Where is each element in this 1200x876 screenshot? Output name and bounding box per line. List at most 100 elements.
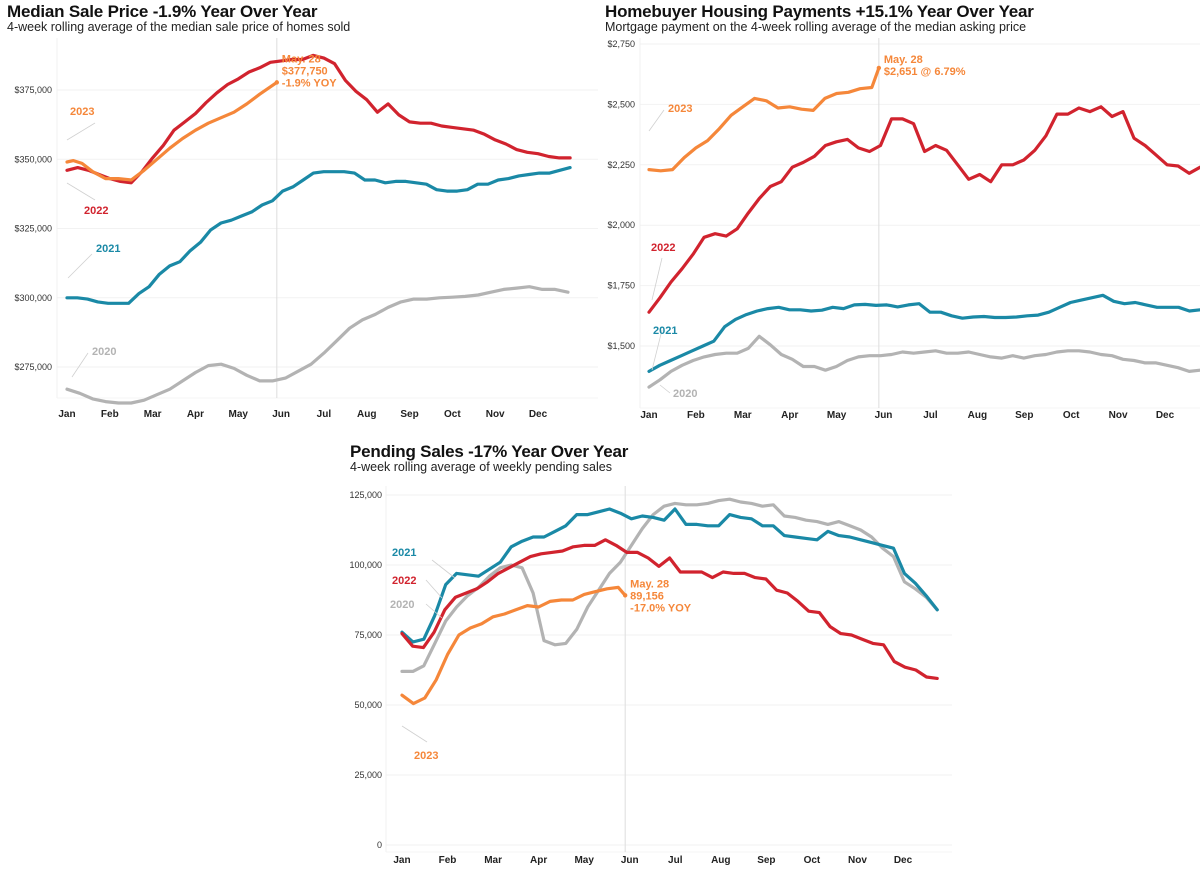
x-tick-label: May [827,410,847,421]
y-tick-label: $275,000 [14,362,52,372]
y-tick-label: $325,000 [14,224,52,234]
annotation-text: May. 28 [884,54,923,66]
series-label-2022: 2022 [84,205,108,217]
x-tick-label: Feb [687,410,705,421]
series-line-2021 [65,166,572,305]
x-tick-label: Dec [894,855,913,866]
series-label-2020: 2020 [673,388,697,400]
annotation-text: May. 28 [630,578,669,590]
series-label-2021: 2021 [96,243,120,255]
leader-line [425,603,443,619]
y-tick-label: 100,000 [349,560,382,570]
leader-line [648,109,665,132]
housing-payments-panel: Homebuyer Housing Payments +15.1% Year O… [600,0,1200,430]
pending-sales-panel: Pending Sales -17% Year Over Year 4-week… [330,440,970,876]
y-tick-label: $300,000 [14,293,52,303]
x-tick-label: Sep [400,409,418,420]
panel-subtitle: 4-week rolling average of weekly pending… [350,460,612,474]
panel-title: Homebuyer Housing Payments +15.1% Year O… [605,2,1034,21]
y-tick-label: 50,000 [354,700,382,710]
annotation-text: -17.0% YOY [630,602,692,614]
panel-subtitle: 4-week rolling average of the median sal… [7,20,351,34]
x-tick-label: Mar [734,410,752,421]
y-tick-label: 75,000 [354,630,382,640]
leader-line [401,725,428,743]
series-line-2022 [647,105,1200,314]
pending-sales-chart: 0 25,000 50,000 75,000 100,000 125,000 Jan Feb M… [349,486,952,866]
x-tick-label: Feb [101,409,119,420]
median-sale-price-panel: Median Sale Price -1.9% Year Over Year 4… [0,0,600,430]
series-line-2020 [400,497,939,673]
leader-line [431,559,456,579]
panel-subtitle: Mortgage payment on the 4-week rolling a… [605,20,1027,34]
y-tick-label: 125,000 [349,490,382,500]
y-tick-label: $2,750 [607,39,635,49]
x-tick-label: Jul [317,409,332,420]
leader-line [651,257,663,301]
x-tick-label: Oct [1063,410,1080,421]
x-tick-label: Aug [711,855,730,866]
y-tick-label: 0 [377,840,382,850]
x-tick-label: Feb [439,855,457,866]
x-tick-label: Jan [58,409,75,420]
series-line-2022 [400,538,939,680]
x-tick-label: Jun [621,855,639,866]
series-label-2023: 2023 [414,750,438,762]
x-tick-label: May [574,855,594,866]
x-tick-label: Dec [1156,410,1175,421]
series-label-2020: 2020 [390,599,414,611]
y-tick-label: $1,750 [607,281,635,291]
x-tick-label: Jul [668,855,683,866]
annotation-text: $2,651 @ 6.79% [884,66,966,78]
x-tick-label: Jun [272,409,290,420]
leader-line [425,579,443,599]
series-line-2022 [65,53,572,185]
series-line-2023 [65,80,279,182]
x-tick-label: Aug [968,410,987,421]
series-line-2023 [647,66,881,173]
series-label-2023: 2023 [668,103,692,115]
annotation-text: -1.9% YOY [282,77,337,89]
y-tick-label: $375,000 [14,85,52,95]
x-tick-label: Mar [144,409,162,420]
x-tick-label: Aug [357,409,376,420]
x-tick-label: Mar [484,855,502,866]
x-tick-label: Apr [781,410,798,421]
x-tick-label: Sep [1015,410,1033,421]
x-tick-label: Nov [486,409,505,420]
series-line-2021 [647,293,1200,373]
series-label-2020: 2020 [92,346,116,358]
leader-line [659,384,671,394]
x-tick-label: Nov [848,855,867,866]
median-sale-price-chart: $275,000 $300,000 $325,000 $350,000 $375,000… [14,38,598,420]
y-tick-label: 25,000 [354,770,382,780]
x-tick-label: Apr [530,855,547,866]
x-tick-label: Jan [393,855,410,866]
panel-title: Pending Sales -17% Year Over Year [350,442,629,461]
annotation-point [622,593,628,598]
y-tick-label: $1,500 [607,341,635,351]
x-tick-label: Oct [804,855,821,866]
leader-line [66,182,96,201]
leader-line [651,329,663,371]
leader-line [67,253,93,279]
annotation-point [274,80,280,85]
x-tick-label: May [229,409,249,420]
series-label-2022: 2022 [392,575,416,587]
x-tick-label: Jun [875,410,893,421]
y-tick-label: $2,250 [607,160,635,170]
series-label-2021: 2021 [653,325,677,337]
annotation-text: 89,156 [630,590,664,602]
x-tick-label: Dec [529,409,548,420]
housing-payments-chart: $1,500 $1,750 $2,000 $2,250 $2,500 $2,750 Jan F… [607,38,1200,421]
y-tick-label: $2,500 [607,99,635,109]
annotation-text: $377,750 [282,65,328,77]
leader-line [66,122,96,141]
x-tick-label: Nov [1109,410,1128,421]
series-label-2022: 2022 [651,242,675,254]
leader-line [71,352,89,378]
x-tick-label: Sep [757,855,775,866]
annotation-text: May. 28 [282,53,321,65]
series-label-2021: 2021 [392,547,416,559]
x-tick-label: Oct [444,409,461,420]
